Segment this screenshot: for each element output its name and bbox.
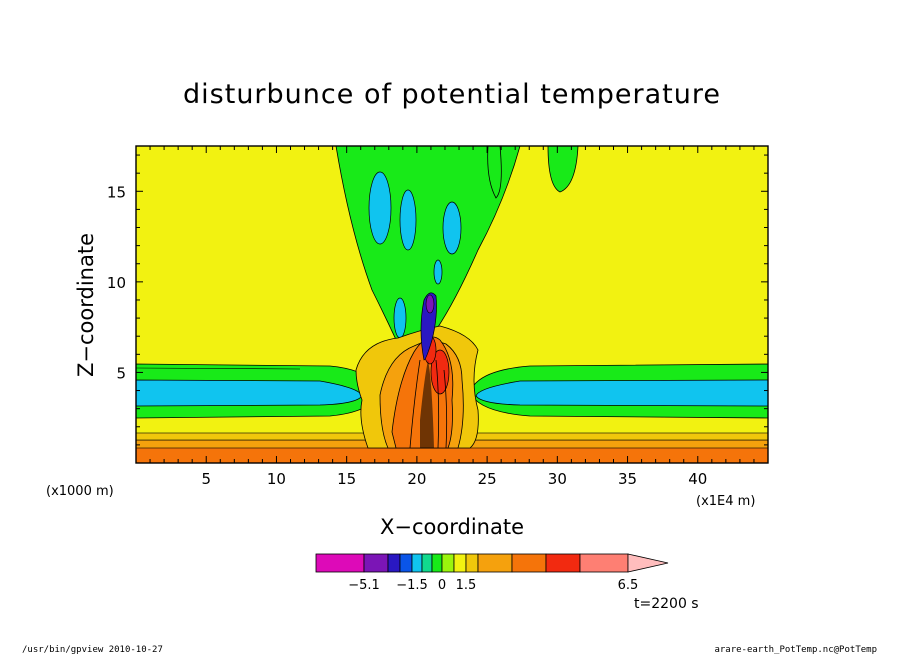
- colorbar-segment: [441, 553, 455, 573]
- y-axis: 5 10 15: [107, 154, 768, 446]
- x-tick-label: 40: [688, 470, 707, 488]
- x-axis-label: X−coordinate: [380, 515, 524, 539]
- time-label: t=2200 s: [634, 596, 699, 612]
- x-tick-label: 10: [267, 470, 286, 488]
- cyan-cell: [442, 201, 462, 255]
- colorbar-tick-label: −5.1: [348, 578, 380, 593]
- colorbar-labels: −5.1 −1.5 0 1.5 6.5: [348, 578, 638, 593]
- y-tick-label: 15: [107, 183, 126, 201]
- colorbar-segment: [315, 553, 365, 573]
- narrow-column: [420, 360, 434, 448]
- plume-green-right2: [487, 146, 502, 199]
- x-tick-label: 30: [548, 470, 567, 488]
- x-tick-label: 5: [201, 470, 211, 488]
- x-axis: 5 10 15 20 25 30 35 40: [149, 146, 755, 488]
- colorbar-segment: [477, 553, 513, 573]
- x-tick-label: 35: [618, 470, 637, 488]
- x-tick-label: 15: [337, 470, 356, 488]
- y-tick-label: 5: [116, 364, 126, 382]
- colorbar-segment: [465, 553, 479, 573]
- x-tick-label: 20: [407, 470, 426, 488]
- plot-frame: [135, 145, 769, 464]
- y-axis-label: Z−coordinate: [74, 233, 98, 377]
- right-cyan-band: [475, 379, 768, 407]
- y-tick-label: 10: [107, 274, 126, 292]
- colorbar-tick-label: −1.5: [396, 578, 428, 593]
- cold-core-top: [425, 294, 435, 314]
- contour-lines: [409, 359, 448, 449]
- colorbar-extend-arrow: [627, 553, 669, 573]
- colorbar-tick-label: 6.5: [618, 578, 639, 593]
- cyan-cell: [368, 171, 392, 245]
- colorbar-tick-label: 1.5: [456, 578, 477, 593]
- colorbar-segment: [453, 553, 467, 573]
- colorbar-segment: [545, 553, 581, 573]
- left-greenyellow-edge: [136, 367, 301, 370]
- colorbar-segment: [579, 553, 629, 573]
- footer-right: arare-earth_PotTemp.nc@PotTemp: [714, 645, 877, 654]
- colorbar-segment: [363, 553, 389, 573]
- x-scale-label: (x1E4 m): [696, 494, 755, 509]
- plot-area: [136, 146, 768, 463]
- colorbar-segment: [421, 553, 433, 573]
- colorbar-segment: [387, 553, 401, 573]
- x-tick-label: 25: [478, 470, 497, 488]
- colorbar-segment: [399, 553, 413, 573]
- cyan-cell: [393, 297, 407, 339]
- cyan-cell: [433, 259, 443, 285]
- left-cyan-band: [136, 379, 363, 407]
- surface-layer: [136, 448, 768, 463]
- colorbar: [315, 553, 669, 573]
- colorbar-segment: [511, 553, 547, 573]
- warm-red-cell: [430, 349, 450, 395]
- footer-left: /usr/bin/gpview 2010-10-27: [22, 645, 163, 654]
- colorbar-segment: [431, 553, 443, 573]
- x-unit-label: (x1000 m): [46, 484, 114, 499]
- chart-title: disturbunce of potential temperature: [183, 79, 721, 110]
- cyan-cell: [399, 189, 417, 251]
- plume-green-right: [547, 146, 579, 193]
- colorbar-tick-label: 0: [438, 578, 446, 593]
- colorbar-segment: [411, 553, 423, 573]
